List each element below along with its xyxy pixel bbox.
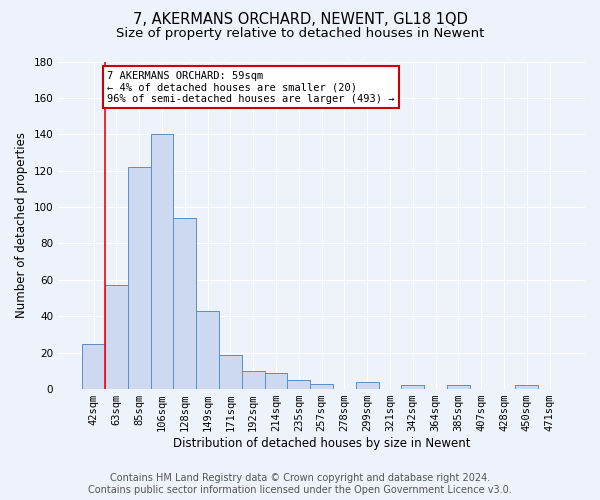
Bar [82, 344, 105, 389]
Bar [287, 380, 310, 389]
Bar [151, 134, 173, 389]
X-axis label: Distribution of detached houses by size in Newent: Distribution of detached houses by size … [173, 437, 470, 450]
Bar [401, 386, 424, 389]
Text: 7 AKERMANS ORCHARD: 59sqm
← 4% of detached houses are smaller (20)
96% of semi-d: 7 AKERMANS ORCHARD: 59sqm ← 4% of detach… [107, 70, 395, 104]
Y-axis label: Number of detached properties: Number of detached properties [15, 132, 28, 318]
Bar [356, 382, 379, 389]
Bar [196, 311, 219, 389]
Bar [242, 371, 265, 389]
Bar [447, 386, 470, 389]
Bar [515, 386, 538, 389]
Text: 7, AKERMANS ORCHARD, NEWENT, GL18 1QD: 7, AKERMANS ORCHARD, NEWENT, GL18 1QD [133, 12, 467, 28]
Bar [265, 372, 287, 389]
Bar [310, 384, 333, 389]
Bar [173, 218, 196, 389]
Text: Contains HM Land Registry data © Crown copyright and database right 2024.
Contai: Contains HM Land Registry data © Crown c… [88, 474, 512, 495]
Text: Size of property relative to detached houses in Newent: Size of property relative to detached ho… [116, 28, 484, 40]
Bar [128, 167, 151, 389]
Bar [219, 354, 242, 389]
Bar [105, 286, 128, 389]
